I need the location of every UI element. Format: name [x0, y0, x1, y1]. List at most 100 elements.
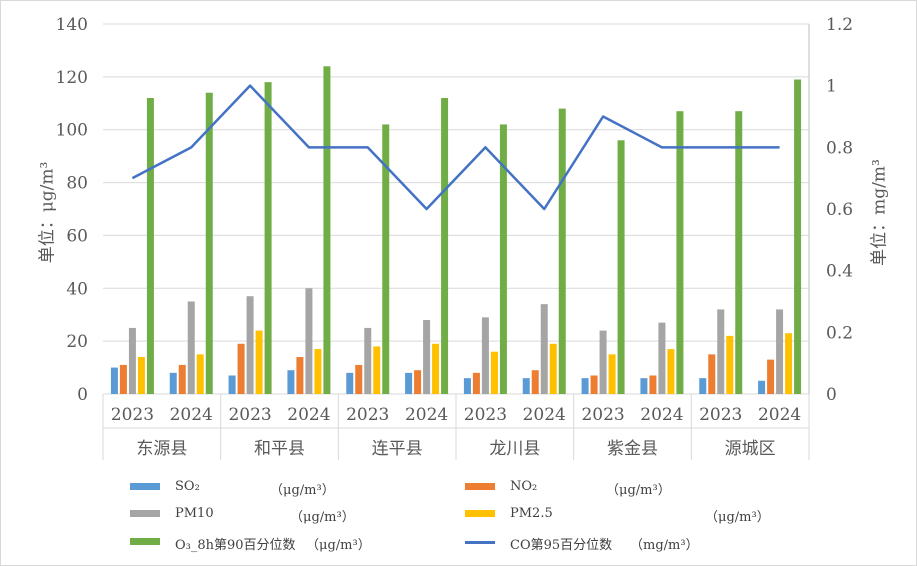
y-right-tick-label: 1 [826, 77, 837, 97]
bar-pm25 [196, 354, 204, 394]
legend-swatch-o3 [130, 538, 160, 545]
legend-unit-pm25: （μg/m³） [705, 510, 770, 525]
y-left-tick-label: 100 [56, 121, 88, 141]
bar-pm10 [717, 309, 725, 394]
bar-o8h90 [499, 124, 507, 394]
y-left-tick-label: 60 [66, 226, 88, 246]
bar-pm25 [785, 333, 793, 394]
bar-so [287, 370, 295, 394]
x-tick-year: 2023 [464, 405, 507, 425]
x-tick-year: 2024 [170, 405, 213, 425]
y-right-tick-label: 1.2 [826, 15, 853, 35]
x-tick-year: 2024 [523, 405, 566, 425]
y-left-tick-label: 120 [56, 68, 88, 88]
x-tick-year: 2023 [346, 405, 389, 425]
y-left-tick-label: 80 [66, 174, 88, 194]
x-tick-county: 东源县 [136, 439, 187, 459]
x-tick-county: 龙川县 [489, 439, 540, 459]
bar-pm10 [481, 317, 489, 394]
legend-label-so2: SO₂ [175, 479, 200, 494]
x-tick-year: 2023 [581, 405, 624, 425]
line-co [131, 84, 780, 211]
y-right-tick-label: 0 [826, 385, 837, 405]
bar-no [237, 343, 245, 394]
bar-pm10 [305, 288, 313, 394]
legend-swatch-so2 [130, 483, 160, 490]
bar-pm10 [423, 320, 431, 394]
bar-pm25 [667, 349, 675, 394]
legend-unit-o3: （μg/m³） [306, 538, 371, 553]
y-left-tick-label: 20 [66, 332, 88, 352]
legend-swatch-pm10 [130, 510, 160, 517]
bar-pm10 [246, 296, 254, 394]
bar-pm25 [432, 343, 440, 394]
x-tick-year: 2023 [228, 405, 271, 425]
legend-swatch-co [465, 541, 495, 544]
y-right-tick-label: 0.8 [826, 138, 853, 158]
bar-o8h90 [735, 111, 743, 394]
bar-pm10 [599, 330, 607, 394]
bar-pm10 [128, 327, 136, 394]
x-tick-year: 2024 [758, 405, 801, 425]
legend-unit-co: （mg/m³） [630, 538, 699, 553]
bar-no [296, 357, 304, 394]
bar-so [463, 378, 471, 394]
x-tick-county: 连平县 [372, 439, 423, 459]
bar-so [640, 378, 648, 394]
bar-pm10 [658, 322, 666, 394]
bar-no [531, 370, 539, 394]
bar-so [758, 380, 766, 394]
bar-pm25 [608, 354, 616, 394]
y-left-tick-label: 0 [77, 385, 88, 405]
bar-pm25 [255, 330, 263, 394]
x-tick-year: 2024 [405, 405, 448, 425]
y-right-tick-label: 0.4 [826, 262, 853, 282]
bar-o8h90 [382, 124, 390, 394]
legend-label-no2: NO₂ [510, 479, 538, 494]
x-tick-year: 2024 [640, 405, 683, 425]
legend-label-pm10: PM10 [175, 506, 214, 521]
bar-pm25 [314, 349, 322, 394]
bar-o8h90 [617, 140, 625, 394]
bar-so [522, 378, 530, 394]
legend-label-o3: O₃_8h第90百分位数 [175, 538, 296, 553]
x-tick-county: 和平县 [254, 439, 305, 459]
y-right-tick-label: 0.2 [826, 323, 853, 343]
legend-swatch-pm25 [465, 510, 495, 517]
bar-o8h90 [676, 111, 684, 394]
bar-no [767, 359, 775, 394]
bar-no [178, 364, 186, 394]
bar-o8h90 [205, 92, 213, 394]
bar-so [110, 367, 118, 394]
legend-unit-so2: （μg/m³） [270, 483, 335, 498]
legend-unit-no2: （μg/m³） [606, 483, 671, 498]
bar-pm10 [540, 304, 548, 394]
bar-o8h90 [558, 108, 566, 395]
bar-so [581, 378, 589, 394]
x-tick-county: 源城区 [725, 439, 776, 459]
legend-label-co: CO第95百分位数 [510, 538, 613, 553]
bar-pm25 [373, 346, 381, 394]
bar-pm25 [490, 351, 498, 394]
bar-no [649, 375, 657, 394]
x-tick-year: 2023 [111, 405, 154, 425]
bar-pm10 [364, 327, 372, 394]
y-axis-right-title: 单位：mg/m³ [869, 159, 890, 266]
bar-pm25 [549, 343, 557, 394]
bar-o8h90 [794, 79, 802, 394]
bar-no [590, 375, 598, 394]
y-left-tick-label: 40 [66, 279, 88, 299]
bar-no [472, 372, 480, 394]
bar-so [405, 372, 413, 394]
y-right-tick-label: 0.6 [826, 200, 853, 220]
legend-unit-pm10: （μg/m³） [290, 510, 355, 525]
x-tick-year: 2023 [699, 405, 742, 425]
legend-swatch-no2 [465, 483, 495, 490]
x-tick-county: 紫金县 [607, 439, 658, 459]
bar-pm10 [776, 309, 784, 394]
bar-pm25 [726, 335, 734, 394]
bar-pm25 [137, 357, 145, 394]
y-left-tick-label: 140 [56, 15, 88, 35]
